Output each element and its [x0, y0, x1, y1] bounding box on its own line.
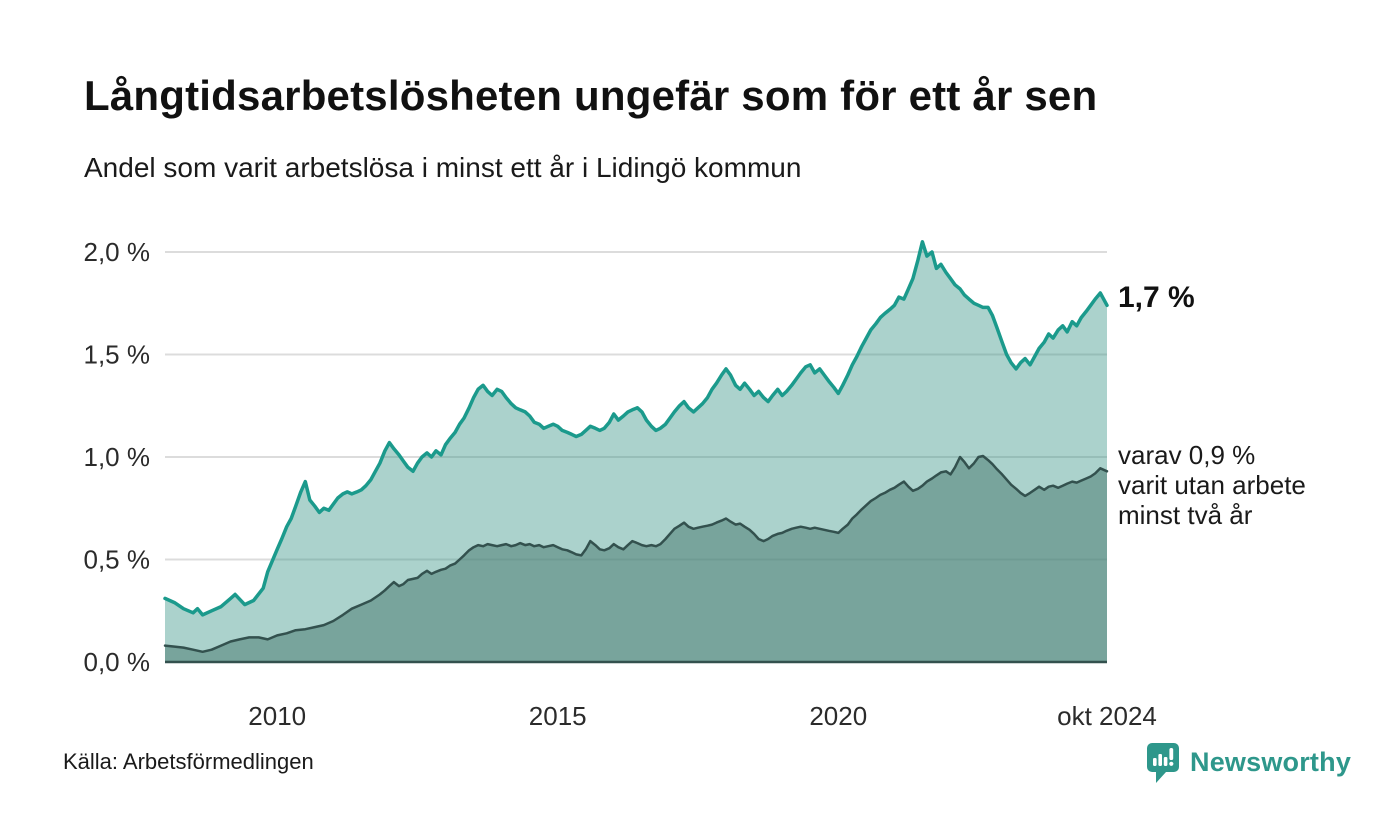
x-tick-label: okt 2024: [1057, 701, 1157, 731]
x-tick-label: 2020: [809, 701, 867, 731]
chart-area: 0,0 % 0,5 % 1,0 % 1,5 % 2,0 % 2010 2015 2020 okt…: [0, 220, 1400, 740]
series-area-2: [165, 456, 1107, 662]
series-line-2: [163, 454, 1109, 654]
newsworthy-logo-icon: [1147, 743, 1179, 783]
y-tick-label: 2,0 %: [84, 237, 151, 267]
area-chart: 0,0 % 0,5 % 1,0 % 1,5 % 2,0 % 2010 2015 2020 okt…: [84, 237, 1157, 731]
source-note: Källa: Arbetsförmedlingen: [63, 749, 314, 774]
y-tick-label: 0,5 %: [84, 545, 151, 575]
brand-name: Newsworthy: [1190, 747, 1352, 777]
logo-exclamation-dot: [1169, 761, 1174, 766]
annotation-line-3: minst två år: [1118, 500, 1253, 530]
logo-bar-1: [1153, 758, 1157, 766]
logo-bar-2: [1158, 754, 1162, 766]
newsworthy-logo: Newsworthy: [1146, 742, 1351, 788]
y-tick-label: 1,0 %: [84, 442, 151, 472]
chart-subtitle: Andel som varit arbetslösa i minst ett å…: [84, 152, 802, 183]
y-tick-label: 0,0 %: [84, 647, 151, 677]
series-line-1: [163, 240, 1109, 617]
page-title: Långtidsarbetslösheten ungefär som för e…: [84, 72, 1098, 119]
secondary-series-annotation: varav 0,9 % varit utan arbete minst två …: [1118, 440, 1306, 530]
annotation-line-2: varit utan arbete: [1118, 470, 1306, 500]
logo-bar-3: [1163, 757, 1168, 766]
x-tick-label: 2010: [248, 701, 306, 731]
latest-value-annotation: 1,7 %: [1118, 281, 1195, 314]
logo-exclamation: [1169, 748, 1174, 760]
annotation-line-1: varav 0,9 %: [1118, 440, 1256, 470]
x-tick-label: 2015: [529, 701, 587, 731]
y-tick-label: 1,5 %: [84, 340, 151, 370]
